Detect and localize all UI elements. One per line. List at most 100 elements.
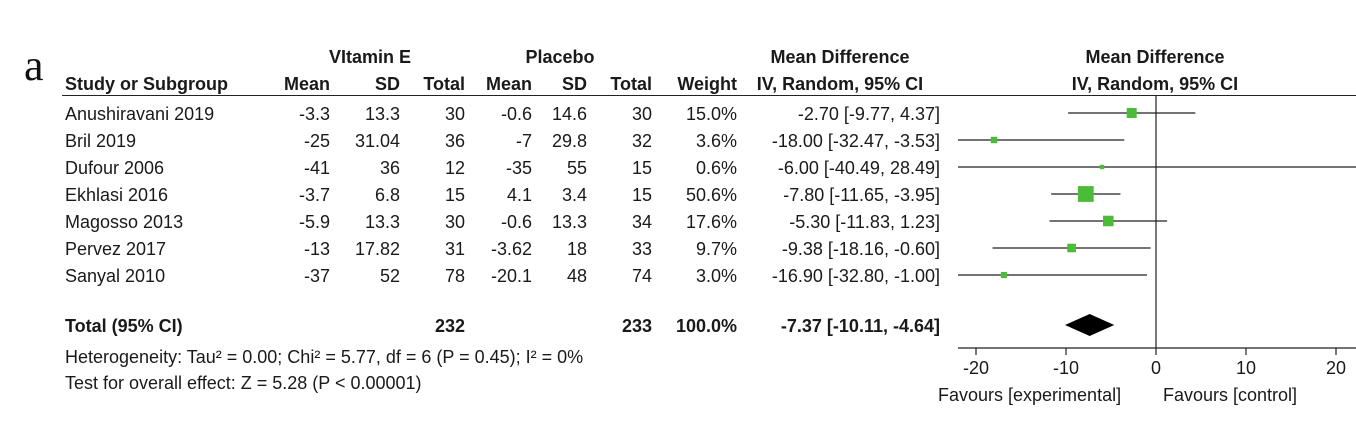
point-estimate-marker: [1077, 186, 1094, 202]
mean2-cell: -0.6: [500, 212, 532, 232]
weight-cell: 15.0%: [685, 104, 737, 124]
point-estimate-marker: [1000, 271, 1007, 279]
col-sd2: SD: [561, 74, 587, 94]
sd2-cell: 14.6: [551, 104, 587, 124]
mean1-cell: -25: [303, 131, 330, 151]
x-tick-label: -10: [1053, 358, 1079, 378]
mean2-cell: 4.1: [506, 185, 532, 205]
study-name: Sanyal 2010: [65, 266, 166, 286]
col-total1: Total: [423, 74, 465, 94]
x-tick-label: -20: [963, 358, 989, 378]
mean2-cell: -7: [515, 131, 532, 151]
mean1-cell: -3.7: [298, 185, 330, 205]
ci-cell: -5.30 [-11.83, 1.23]: [789, 212, 940, 232]
col-mean2: Mean: [485, 74, 532, 94]
mean1-cell: -5.9: [298, 212, 330, 232]
total1-cell: 30: [444, 104, 465, 124]
study-name: Ekhlasi 2016: [65, 185, 169, 205]
point-estimate-marker: [1103, 215, 1114, 227]
mean1-cell: -13: [303, 239, 330, 259]
weight-cell: 3.0%: [695, 266, 737, 286]
col-study: Study or Subgroup: [65, 74, 228, 94]
sd2-cell: 13.3: [551, 212, 587, 232]
total2-cell: 15: [631, 185, 652, 205]
col-weight: Weight: [677, 74, 737, 94]
total1-cell: 30: [444, 212, 465, 232]
ci-cell: -16.90 [-32.80, -1.00]: [771, 266, 940, 286]
ci-cell: -6.00 [-40.49, 28.49]: [777, 158, 940, 178]
sd2-cell: 18: [566, 239, 587, 259]
total2-cell: 32: [631, 131, 652, 151]
sd2-cell: 29.8: [551, 131, 587, 151]
study-name: Bril 2019: [65, 131, 137, 151]
x-tick-label: 10: [1236, 358, 1256, 378]
mean1-cell: -41: [303, 158, 330, 178]
group1-header: VItamin E: [328, 47, 412, 67]
x-tick-label: 20: [1326, 358, 1346, 378]
group2-header: Placebo: [525, 47, 595, 67]
total2-cell: 74: [631, 266, 652, 286]
pooled-diamond: [1065, 314, 1115, 336]
sd2-cell: 3.4: [561, 185, 587, 205]
md-subtitle: IV, Random, 95% CI: [756, 74, 924, 94]
mean2-cell: -0.6: [500, 104, 532, 124]
ci-cell: -18.00 [-32.47, -3.53]: [771, 131, 940, 151]
point-estimate-marker: [1099, 164, 1105, 170]
plot-subtitle: IV, Random, 95% CI: [1071, 74, 1239, 94]
total2-cell: 34: [631, 212, 652, 232]
sd1-cell: 36: [379, 158, 400, 178]
total2: 233: [621, 316, 652, 336]
sd1-cell: 13.3: [364, 104, 400, 124]
weight-cell: 9.7%: [695, 239, 737, 259]
point-estimate-marker: [1067, 243, 1076, 253]
sd1-cell: 6.8: [374, 185, 400, 205]
study-name: Pervez 2017: [65, 239, 167, 259]
total1-cell: 36: [444, 131, 465, 151]
total-weight: 100.0%: [675, 316, 737, 336]
weight-cell: 0.6%: [695, 158, 737, 178]
total2-cell: 15: [631, 158, 652, 178]
sd2-cell: 48: [566, 266, 587, 286]
col-mean1: Mean: [283, 74, 330, 94]
col-sd1: SD: [374, 74, 400, 94]
sd2-cell: 55: [566, 158, 587, 178]
header-rule: [62, 95, 1356, 96]
study-name: Dufour 2006: [65, 158, 165, 178]
mean2-cell: -3.62: [490, 239, 532, 259]
weight-cell: 17.6%: [685, 212, 737, 232]
sd1-cell: 52: [379, 266, 400, 286]
col-total2: Total: [610, 74, 652, 94]
total2-cell: 30: [631, 104, 652, 124]
panel-label: a: [24, 41, 44, 90]
study-name: Anushiravani 2019: [65, 104, 215, 124]
ci-cell: -2.70 [-9.77, 4.37]: [797, 104, 940, 124]
plot-title: Mean Difference: [1085, 47, 1225, 67]
md-title: Mean Difference: [770, 47, 910, 67]
mean1-cell: -37: [303, 266, 330, 286]
total1: 232: [434, 316, 465, 336]
favours-right: Favours [control]: [1163, 385, 1298, 405]
sd1-cell: 31.04: [354, 131, 400, 151]
total1-cell: 15: [444, 185, 465, 205]
total1-cell: 12: [444, 158, 465, 178]
mean1-cell: -3.3: [298, 104, 330, 124]
point-estimate-marker: [990, 136, 998, 144]
heterogeneity-text: Heterogeneity: Tau² = 0.00; Chi² = 5.77,…: [65, 347, 584, 367]
sd1-cell: 13.3: [364, 212, 400, 232]
weight-cell: 50.6%: [685, 185, 737, 205]
point-estimate-marker: [1126, 108, 1137, 118]
total1-cell: 31: [444, 239, 465, 259]
mean2-cell: -35: [505, 158, 532, 178]
total-ci: -7.37 [-10.11, -4.64]: [780, 316, 940, 336]
ci-cell: -7.80 [-11.65, -3.95]: [783, 185, 940, 205]
x-tick-label: 0: [1151, 358, 1161, 378]
mean2-cell: -20.1: [490, 266, 532, 286]
sd1-cell: 17.82: [354, 239, 400, 259]
study-name: Magosso 2013: [65, 212, 184, 232]
favours-left: Favours [experimental]: [938, 385, 1122, 405]
total2-cell: 33: [631, 239, 652, 259]
total-label: Total (95% CI): [65, 316, 183, 336]
total1-cell: 78: [444, 266, 465, 286]
weight-cell: 3.6%: [695, 131, 737, 151]
